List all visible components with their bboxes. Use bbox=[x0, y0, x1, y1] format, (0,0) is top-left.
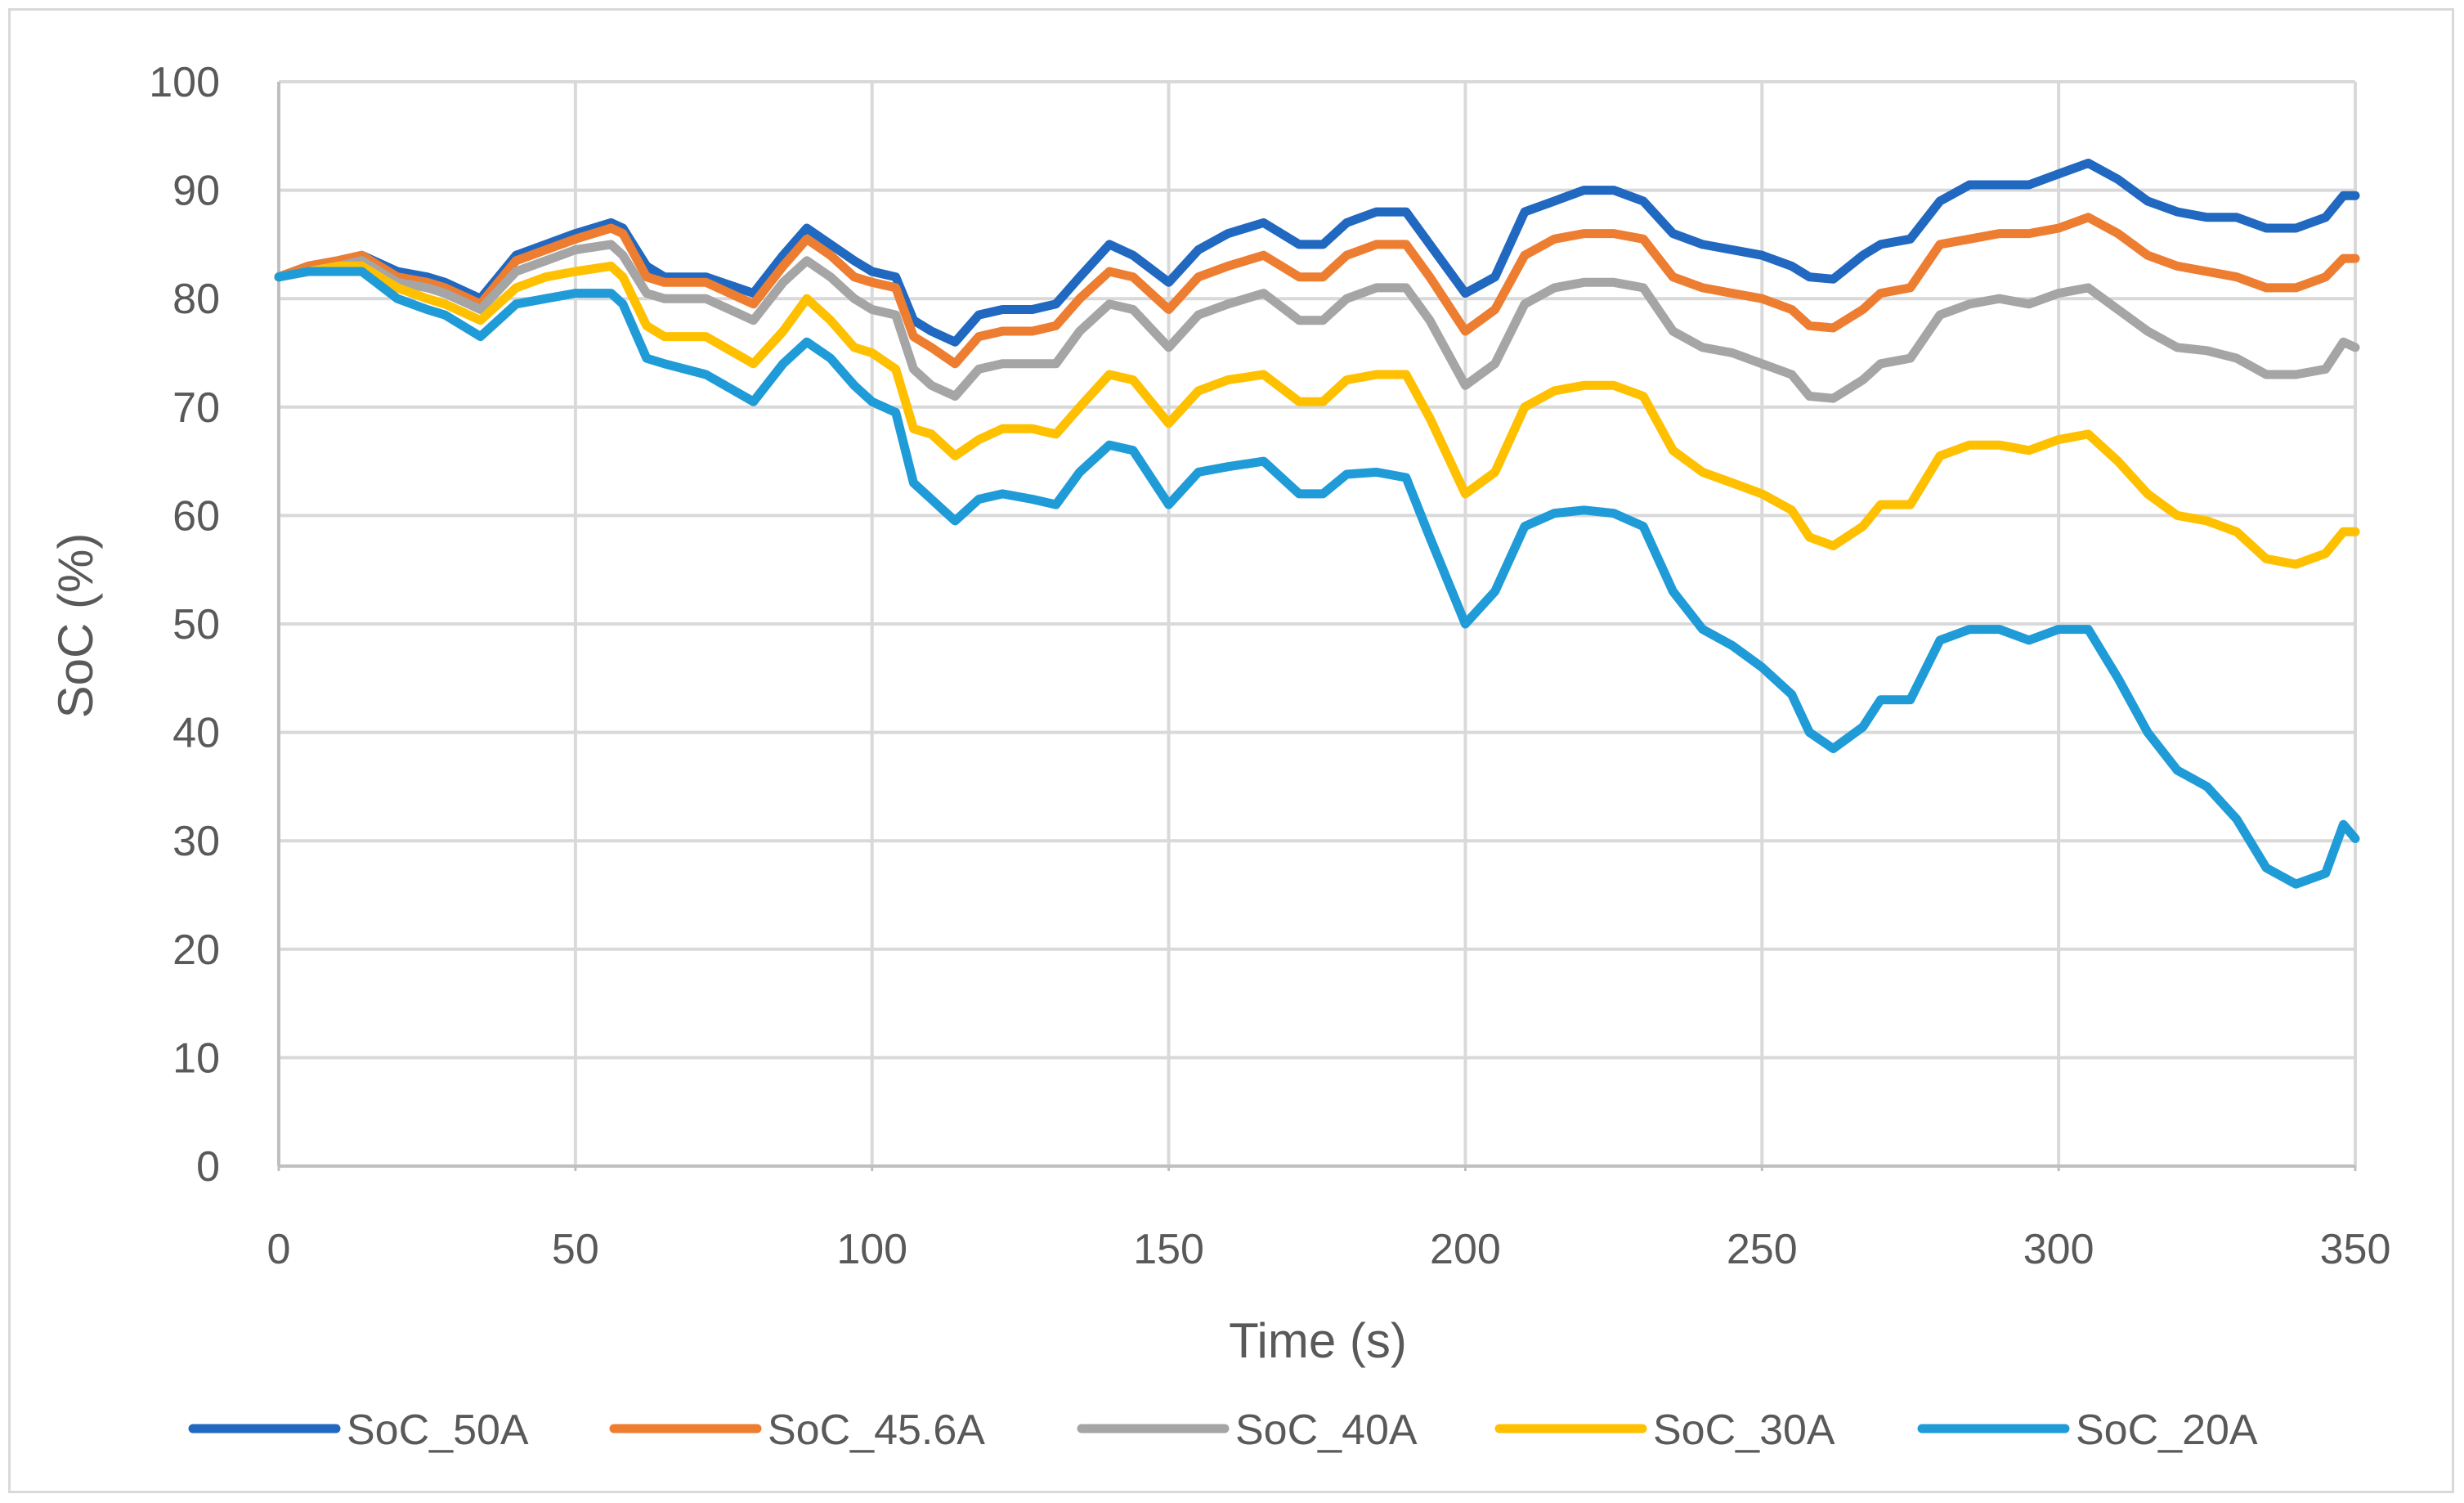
series-line-soc-40a bbox=[274, 240, 2360, 403]
axes bbox=[277, 82, 2357, 1171]
legend-label: SoC_50A bbox=[347, 1407, 529, 1454]
legend-label: SoC_45.6A bbox=[768, 1407, 985, 1454]
y-tick-label: 90 bbox=[172, 168, 220, 215]
y-tick-label: 60 bbox=[172, 492, 220, 540]
x-tick-label: 50 bbox=[552, 1226, 599, 1273]
x-tick-label: 200 bbox=[1430, 1226, 1501, 1273]
x-tick-label: 250 bbox=[1727, 1226, 1798, 1273]
series-line-soc-30a bbox=[274, 261, 2360, 569]
y-tick-label: 0 bbox=[196, 1143, 220, 1191]
x-tick-label: 0 bbox=[267, 1226, 291, 1273]
series-line-soc-45-6a bbox=[274, 213, 2360, 369]
y-tick-label: 100 bbox=[149, 59, 220, 106]
legend-label: SoC_30A bbox=[1653, 1407, 1835, 1454]
y-tick-label: 20 bbox=[172, 926, 220, 974]
y-tick-label: 40 bbox=[172, 710, 220, 757]
gridlines bbox=[277, 80, 2357, 1166]
tick-labels: 0 10 20 30 40 50 60 70 80 90 100 0 50 100 150 200 250 300… bbox=[149, 59, 2390, 1273]
series-lines bbox=[274, 159, 2360, 889]
y-tick-label: 50 bbox=[172, 601, 220, 648]
x-tick-label: 300 bbox=[2023, 1226, 2094, 1273]
y-tick-label: 30 bbox=[172, 818, 220, 865]
legend-label: SoC_20A bbox=[2076, 1407, 2258, 1454]
x-tick-label: 100 bbox=[836, 1226, 907, 1273]
y-tick-label: 10 bbox=[172, 1034, 220, 1082]
y-axis-title: SoC (%) bbox=[48, 533, 103, 719]
legend-label: SoC_40A bbox=[1235, 1407, 1418, 1454]
legend: SoC_50A SoC_45.6A SoC_40A SoC_30A SoC_20A bbox=[188, 1407, 2258, 1454]
x-tick-label: 150 bbox=[1133, 1226, 1204, 1273]
y-tick-label: 70 bbox=[172, 384, 220, 432]
chart-frame bbox=[8, 8, 2454, 1493]
y-tick-label: 80 bbox=[172, 276, 220, 323]
x-axis-title: Time (s) bbox=[1229, 1313, 1407, 1368]
series-line-soc-20a bbox=[274, 267, 2360, 889]
x-tick-label: 350 bbox=[2320, 1226, 2391, 1273]
